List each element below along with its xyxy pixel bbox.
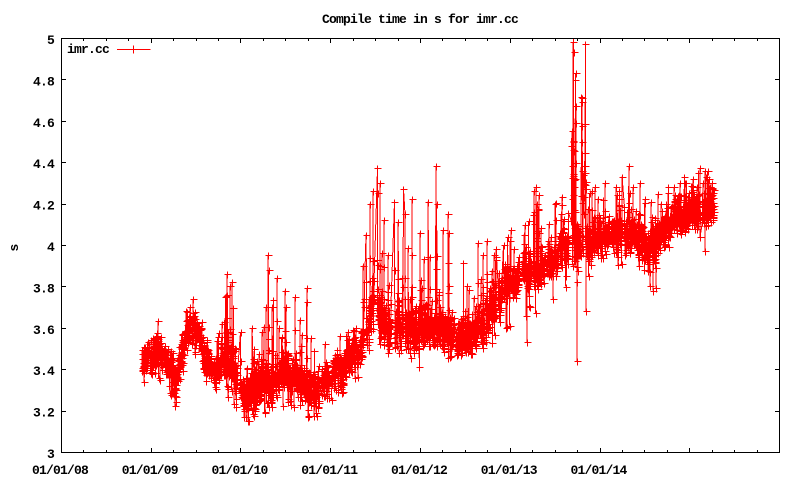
svg-text:s: s: [7, 244, 22, 252]
svg-text:4.6: 4.6: [33, 116, 55, 131]
svg-text:4.8: 4.8: [33, 74, 55, 89]
svg-text:3.4: 3.4: [33, 364, 55, 379]
svg-text:01/01/13: 01/01/13: [481, 463, 538, 478]
svg-text:5: 5: [47, 33, 55, 48]
svg-text:01/01/14: 01/01/14: [570, 463, 627, 478]
svg-text:4.4: 4.4: [33, 157, 55, 172]
svg-text:01/01/11: 01/01/11: [301, 463, 358, 478]
svg-text:4.2: 4.2: [33, 199, 55, 214]
svg-text:01/01/12: 01/01/12: [391, 463, 448, 478]
svg-text:Compile time in s for imr.cc: Compile time in s for imr.cc: [322, 12, 519, 27]
svg-text:3.6: 3.6: [33, 323, 55, 338]
svg-text:01/01/08: 01/01/08: [32, 463, 89, 478]
svg-text:3: 3: [47, 447, 55, 462]
svg-text:3.2: 3.2: [33, 406, 55, 421]
svg-text:3.8: 3.8: [33, 281, 55, 296]
svg-text:imr.cc: imr.cc: [67, 42, 110, 57]
svg-text:01/01/09: 01/01/09: [122, 463, 179, 478]
svg-text:4: 4: [47, 240, 55, 255]
svg-text:01/01/10: 01/01/10: [211, 463, 268, 478]
